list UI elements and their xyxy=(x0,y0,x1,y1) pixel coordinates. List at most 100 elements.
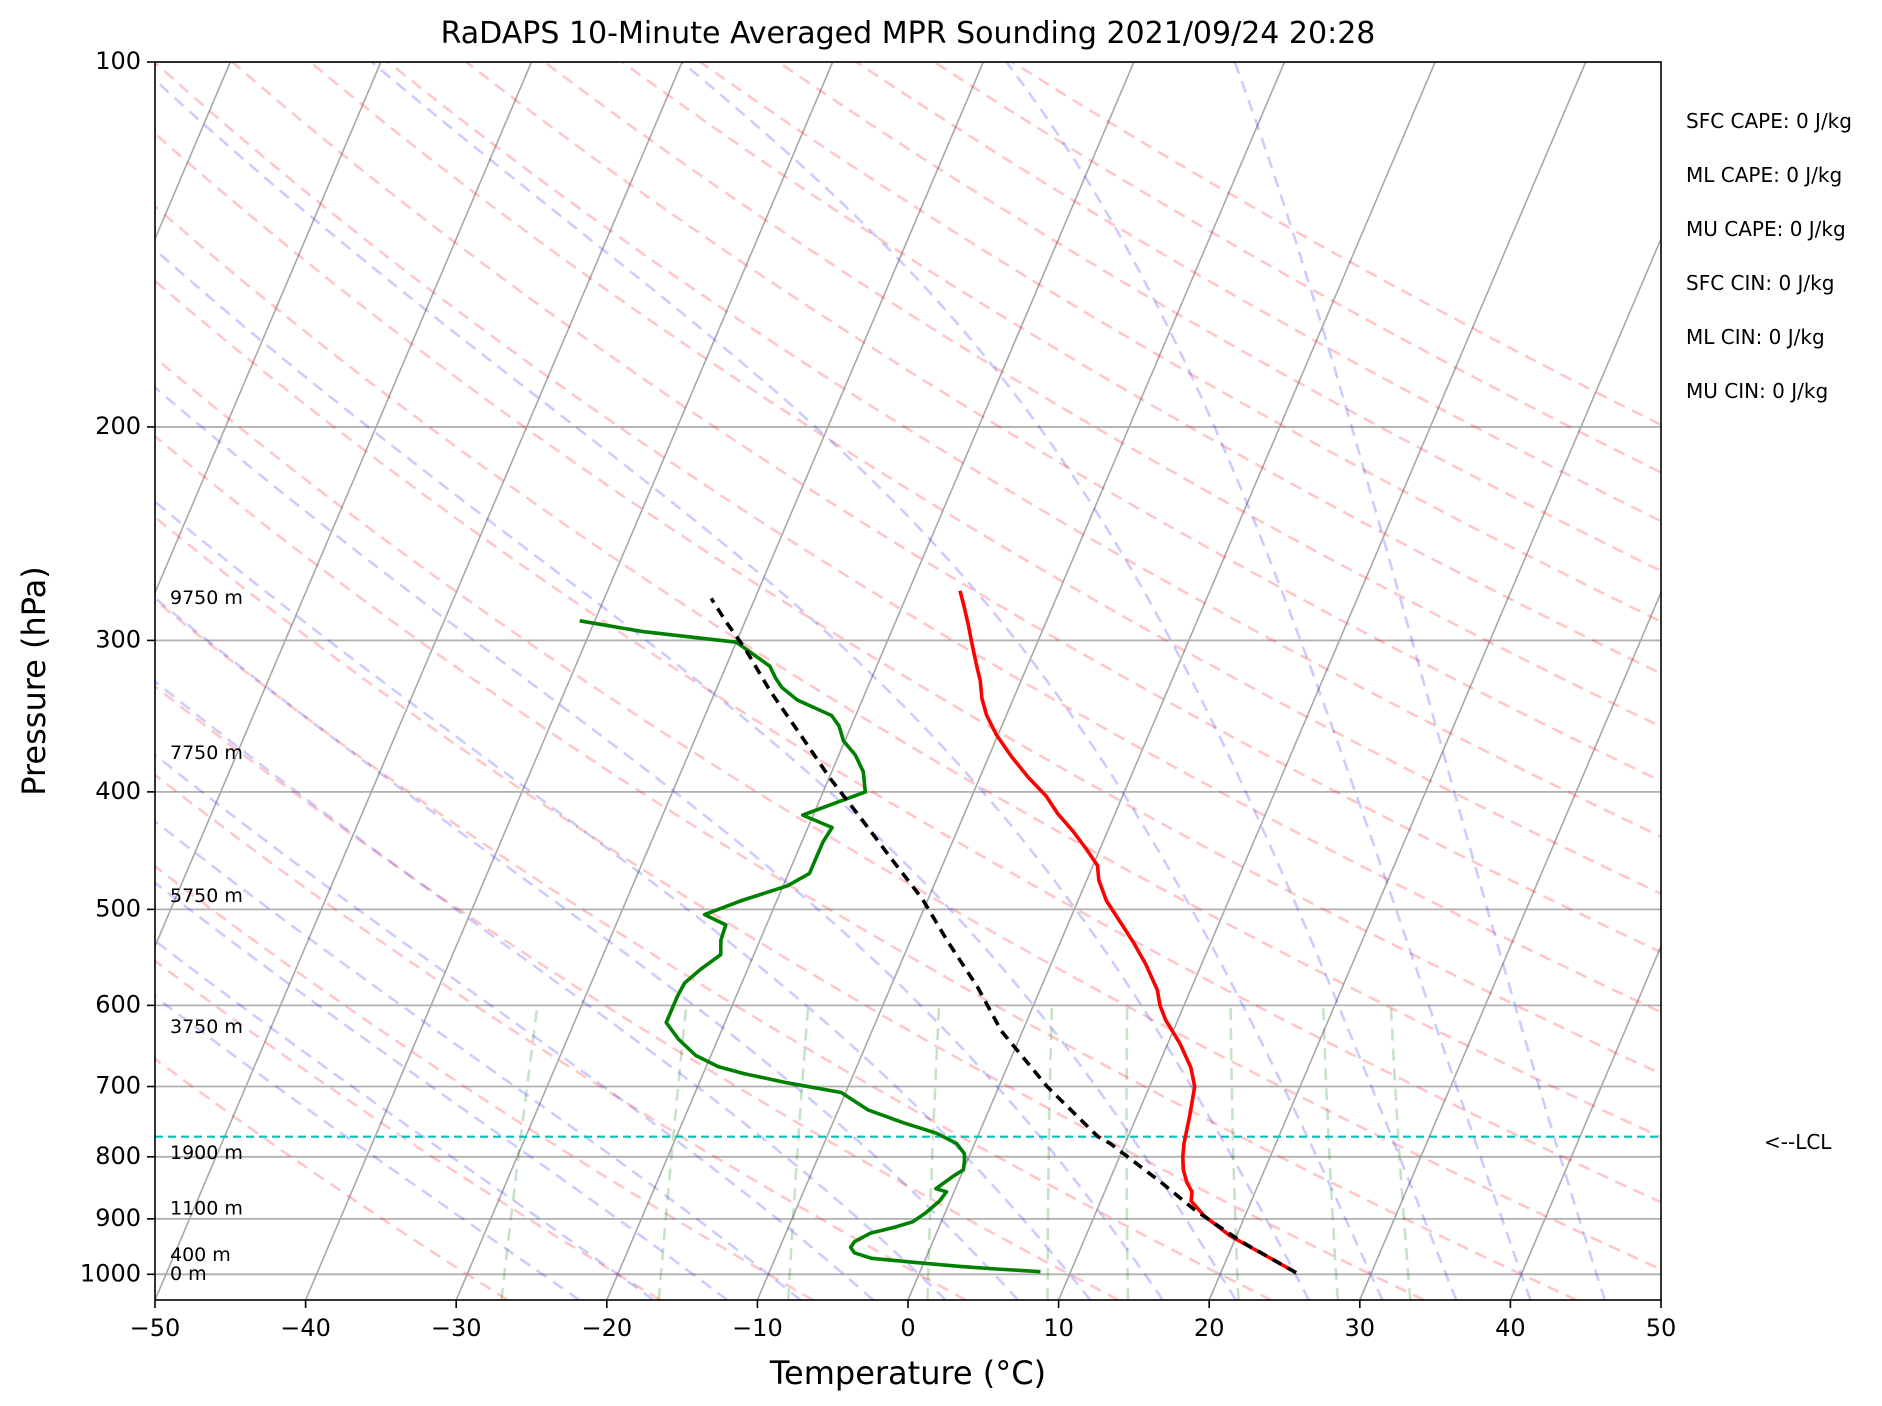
y-tick-label: 100 xyxy=(95,47,141,75)
isotherm-line xyxy=(907,62,1436,1300)
x-tick-label: 30 xyxy=(1345,1314,1376,1342)
dry-adiabats xyxy=(155,62,1661,1300)
x-axis-label: Temperature (°C) xyxy=(769,1354,1046,1392)
dry-adiabat-line xyxy=(155,515,1425,1300)
x-tick-label: −50 xyxy=(130,1314,181,1342)
dry-adiabat-line xyxy=(155,434,1578,1300)
height-labels: 9750 m 7750 m 5750 m 3750 m 1900 m 1100 m 400 … xyxy=(170,587,243,1285)
y-tick-label: 1000 xyxy=(80,1259,141,1287)
isotherm-line xyxy=(455,62,985,1300)
mixing-ratio-line xyxy=(1046,1005,1054,1300)
isotherm-line xyxy=(304,62,834,1300)
x-tick-label: 20 xyxy=(1194,1314,1225,1342)
dry-adiabat-line xyxy=(155,279,1661,1204)
moist-adiabat-line xyxy=(680,62,1458,1300)
height-label: 0 m xyxy=(170,1263,207,1285)
dry-adiabat-line xyxy=(155,773,967,1300)
parcel-profile xyxy=(709,597,1297,1275)
index-text: ML CIN: 0 J/kg xyxy=(1686,325,1825,349)
index-text: MU CIN: 0 J/kg xyxy=(1686,379,1828,403)
x-tick-label: −40 xyxy=(280,1314,331,1342)
moist-adiabat-line xyxy=(155,385,1164,1300)
index-text: SFC CIN: 0 J/kg xyxy=(1686,271,1834,295)
y-tick-label: 800 xyxy=(95,1142,141,1170)
dry-adiabat-line xyxy=(155,62,1661,1014)
x-tick-label: 10 xyxy=(1043,1314,1074,1342)
y-tick-label: 300 xyxy=(95,625,141,653)
moist-adiabat-line xyxy=(370,62,1384,1300)
x-tick-label: −20 xyxy=(581,1314,632,1342)
lcl-label: <--LCL xyxy=(1764,1130,1832,1154)
dry-adiabat-line xyxy=(155,204,1661,1139)
y-tick-label: 600 xyxy=(95,990,141,1018)
moist-adiabat-line xyxy=(155,78,1311,1300)
y-tick-label: 500 xyxy=(95,894,141,922)
dry-adiabat-line xyxy=(231,62,1661,954)
mixing-ratio-line xyxy=(786,1005,810,1300)
isotherm-line xyxy=(606,62,1135,1300)
y-axis-ticks: 100 200 300 400 500 600 700 800 900 1000 xyxy=(80,47,155,1287)
y-axis-label: Pressure (hPa) xyxy=(15,566,53,796)
index-text: ML CAPE: 0 J/kg xyxy=(1686,163,1842,187)
x-tick-label: −10 xyxy=(732,1314,783,1342)
y-tick-label: 200 xyxy=(95,412,141,440)
x-axis-ticks: −50 −40 −30 −20 −10 0 10 20 30 40 50 xyxy=(130,1300,1677,1342)
index-text: MU CAPE: 0 J/kg xyxy=(1686,217,1846,241)
moist-adiabat-line xyxy=(155,753,875,1300)
mixing-ratio-line xyxy=(926,1005,941,1300)
dry-adiabat-line xyxy=(155,684,1120,1300)
dry-adiabat-line xyxy=(155,959,661,1300)
moist-adiabat-line xyxy=(1233,62,1607,1300)
mixing-ratio-line xyxy=(1229,1005,1240,1300)
moist-adiabat-line xyxy=(1005,62,1532,1300)
mixing-ratio-line xyxy=(1125,1005,1130,1300)
x-tick-label: −30 xyxy=(431,1314,482,1342)
plot-area xyxy=(155,62,1661,1300)
moist-adiabat-line xyxy=(155,679,947,1300)
x-tick-label: 40 xyxy=(1495,1314,1526,1342)
dewpoint-profile xyxy=(579,619,1041,1274)
x-tick-label: 50 xyxy=(1646,1314,1677,1342)
dry-adiabat-line xyxy=(155,131,1661,1076)
height-label: 7750 m xyxy=(170,742,243,764)
moist-adiabat-line xyxy=(155,939,655,1300)
mixing-ratio-line xyxy=(500,1005,539,1300)
isotherm-line xyxy=(155,62,382,595)
dry-adiabat-line xyxy=(155,598,1272,1300)
y-tick-label: 900 xyxy=(95,1204,141,1232)
temperature-profile xyxy=(958,590,1297,1275)
height-label: 400 m xyxy=(170,1244,231,1266)
isobar-gridlines xyxy=(155,62,1661,1276)
dry-adiabat-line xyxy=(155,1057,509,1300)
isotherm-line xyxy=(1208,236,1661,1300)
height-label: 5750 m xyxy=(170,885,243,907)
dry-adiabat-line xyxy=(155,355,1661,1271)
indices-panel: SFC CAPE: 0 J/kg ML CAPE: 0 J/kg MU CAPE: … xyxy=(1686,109,1852,403)
sounding-profiles xyxy=(579,590,1297,1275)
moist-adiabat-line xyxy=(155,881,728,1300)
height-label: 1900 m xyxy=(170,1142,243,1164)
isotherm-line xyxy=(1359,590,1661,1300)
x-tick-label: 0 xyxy=(900,1314,915,1342)
mixing-ratio-lines xyxy=(500,1005,1412,1300)
skewed-isotherms xyxy=(155,62,1661,1300)
mixing-ratio-line xyxy=(657,1005,688,1300)
y-tick-label: 700 xyxy=(95,1072,141,1100)
height-label: 9750 m xyxy=(170,587,243,609)
isotherm-line xyxy=(1057,62,1587,1300)
isotherm-line xyxy=(155,62,533,949)
moist-adiabat-line xyxy=(155,499,1092,1300)
isotherm-line xyxy=(1509,944,1661,1300)
mixing-ratio-line xyxy=(1389,1005,1412,1300)
moist-adiabat-line xyxy=(155,248,1237,1300)
height-label: 1100 m xyxy=(170,1197,243,1219)
moist-adiabat-line xyxy=(155,994,580,1300)
moist-adiabats xyxy=(155,62,1607,1300)
height-label: 3750 m xyxy=(170,1016,243,1038)
chart-title: RaDAPS 10-Minute Averaged MPR Sounding 2… xyxy=(441,16,1376,51)
index-text: SFC CAPE: 0 J/kg xyxy=(1686,109,1852,133)
mixing-ratio-line xyxy=(1321,1005,1340,1300)
y-tick-label: 400 xyxy=(95,777,141,805)
isotherm-line xyxy=(155,62,683,1300)
